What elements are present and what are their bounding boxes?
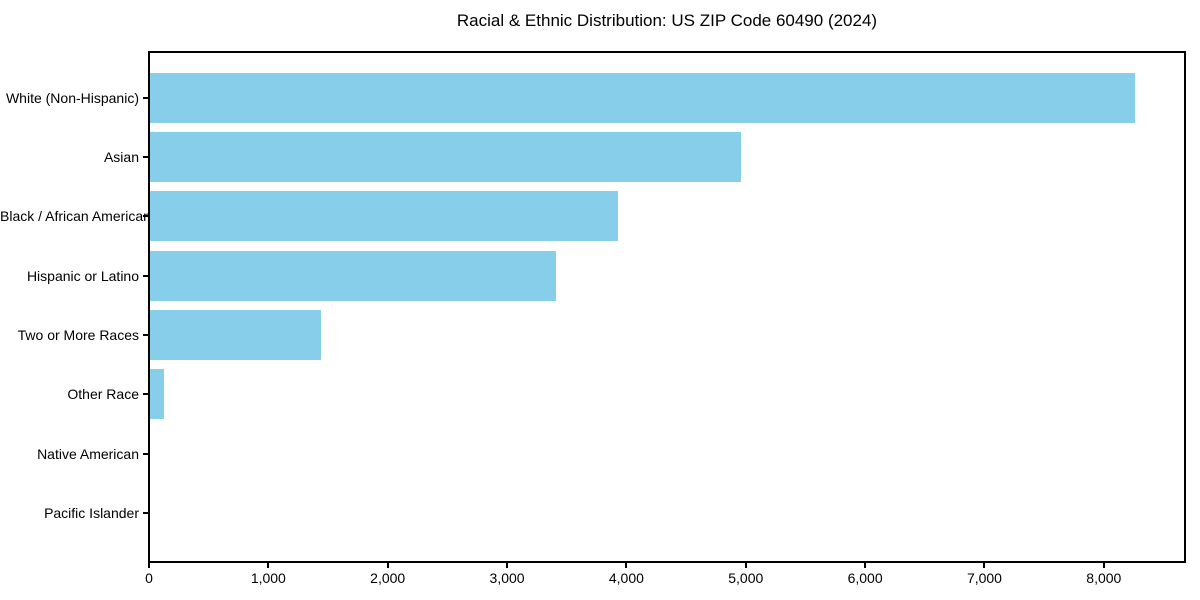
y-axis-tick [143, 333, 149, 336]
x-axis-tick [148, 562, 150, 568]
y-axis-label: Pacific Islander [44, 504, 139, 521]
x-axis-tick [625, 562, 628, 568]
x-axis-tick [386, 562, 389, 568]
x-axis-tick-label: 3,000 [489, 570, 525, 586]
y-axis-tick [143, 393, 149, 396]
x-axis-tick-label: 1,000 [250, 570, 286, 586]
bar-white-non-hispanic [149, 72, 1136, 123]
x-axis-tick-label: 6,000 [847, 570, 883, 586]
x-axis-tick-label: 0 [145, 570, 153, 586]
y-axis-tick [143, 274, 149, 277]
y-axis-label: Native American [37, 445, 139, 462]
x-axis-tick [1102, 562, 1105, 568]
y-axis-label: White (Non-Hispanic) [5, 89, 139, 106]
chart-title: Racial & Ethnic Distribution: US ZIP Cod… [456, 11, 878, 30]
x-axis-tick [506, 562, 509, 568]
x-axis-tick-label: 7,000 [966, 570, 1002, 586]
bar-two-or-more-races [149, 309, 321, 360]
x-axis-tick-label: 4,000 [608, 570, 644, 586]
y-axis-tick [143, 215, 149, 218]
y-axis-label: Black / African American [0, 208, 151, 225]
y-axis-tick [143, 96, 149, 99]
bar-hispanic-or-latino [149, 250, 556, 301]
x-axis-tick-label: 8,000 [1086, 570, 1122, 586]
x-axis-tick-label: 5,000 [728, 570, 764, 586]
y-axis-label: Asian [103, 148, 139, 165]
bar-black-african-american [149, 191, 619, 242]
plot-border [148, 51, 1186, 563]
y-axis-label: Two or More Races [17, 326, 139, 343]
x-axis-tick [864, 562, 867, 568]
y-axis-tick [143, 511, 149, 514]
y-axis-label: Hispanic or Latino [26, 267, 139, 284]
x-axis-tick [267, 562, 270, 568]
x-axis-tick [744, 562, 747, 568]
x-axis-tick-label: 2,000 [370, 570, 406, 586]
bar-asian [149, 131, 741, 182]
y-axis-tick [143, 452, 149, 455]
y-axis-tick [143, 155, 149, 158]
bar-other-race [149, 369, 164, 420]
x-axis-tick [983, 562, 986, 568]
y-axis-label: Other Race [67, 386, 139, 403]
